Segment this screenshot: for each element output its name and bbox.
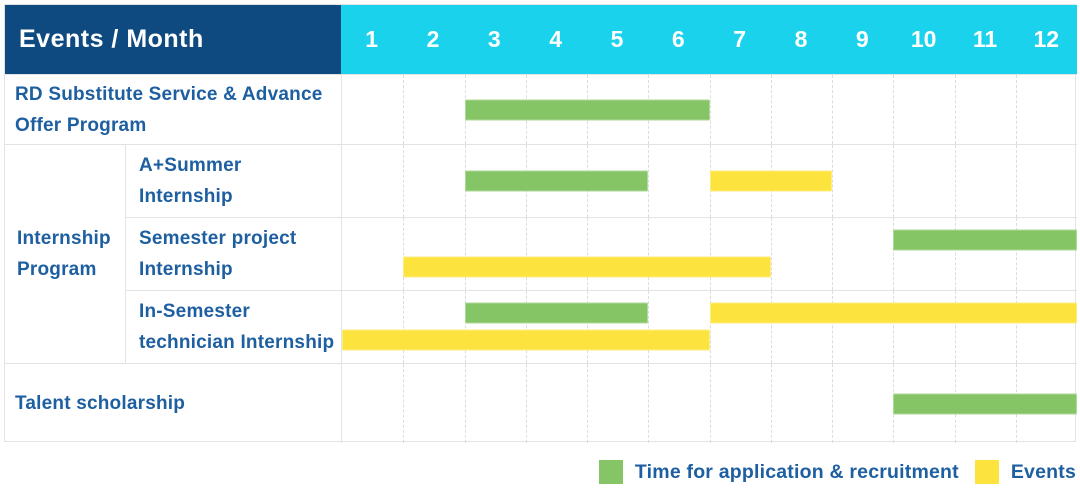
legend-label-events: Events — [1010, 460, 1076, 483]
month-gridline — [1015, 75, 1017, 144]
month-gridline — [770, 218, 772, 290]
month-header-cell: 7 — [733, 26, 747, 52]
month-gridline — [464, 291, 466, 363]
month-gridline — [832, 364, 833, 443]
month-gridline — [770, 75, 772, 144]
month-header-cell: 9 — [855, 26, 869, 52]
month-gridline — [954, 75, 956, 144]
chart-row — [341, 290, 1077, 363]
month-gridline — [832, 75, 833, 144]
month-gridline — [648, 291, 650, 363]
month-gridline — [464, 364, 466, 443]
month-header-cell: 6 — [671, 26, 685, 52]
month-gridline — [709, 364, 711, 443]
month-gridline — [525, 364, 527, 443]
chart-row — [341, 217, 1077, 290]
table-header-title: Events / Month — [5, 5, 341, 74]
chart-row — [341, 363, 1077, 443]
events-schedule-gantt: Events / Month 1 2 3 4 5 6 7 8 9 10 11 12 RD Substi… — [4, 4, 1077, 443]
month-gridline — [464, 218, 466, 290]
month-gridline — [648, 218, 650, 290]
row-label: Talent scholarship — [5, 363, 341, 443]
month-gridline — [1015, 218, 1017, 290]
legend-swatch-application — [598, 460, 623, 484]
month-gridline — [832, 218, 833, 290]
month-gridline — [403, 145, 405, 217]
application-bar — [893, 229, 1077, 251]
month-gridline — [648, 145, 650, 217]
row-label-text: Talent scholarship — [15, 393, 186, 414]
event-bar — [342, 329, 710, 351]
month-gridline — [954, 291, 956, 363]
event-bar — [709, 170, 832, 192]
month-gridline — [770, 364, 772, 443]
month-gridline — [893, 145, 895, 217]
sub-row-label: In-Semester technician Internship — [125, 290, 341, 363]
month-header-row: 1 2 3 4 5 6 7 8 9 10 11 12 — [341, 5, 1077, 74]
month-header-cell: 11 — [972, 26, 998, 52]
event-bar — [403, 256, 771, 278]
legend-swatch-events — [974, 460, 999, 484]
row-label-text: RD Substitute Service & Advance Offer Pr… — [15, 83, 323, 136]
month-gridline — [525, 291, 527, 363]
chart-row — [341, 74, 1077, 144]
month-gridline — [709, 291, 711, 363]
month-gridline — [893, 291, 895, 363]
chart-legend: Time for application & recruitment Event… — [598, 460, 1076, 484]
month-gridline — [648, 364, 650, 443]
chart-row — [341, 144, 1077, 217]
legend-label-application: Time for application & recruitment — [634, 460, 959, 483]
month-gridline — [893, 218, 895, 290]
month-gridline — [832, 291, 833, 363]
month-header-cell: 3 — [487, 26, 501, 52]
month-gridline — [525, 218, 527, 290]
month-header-cell: 1 — [365, 26, 379, 52]
month-gridline — [770, 291, 772, 363]
month-header-cell: 4 — [549, 26, 563, 52]
month-gridline — [954, 145, 956, 217]
month-header-cell: 2 — [426, 26, 440, 52]
sub-row-label-text: A+Summer Internship — [139, 155, 242, 207]
month-header-cell: 10 — [910, 26, 937, 52]
application-bar — [464, 99, 710, 120]
event-bar — [709, 302, 1077, 324]
application-bar — [464, 170, 649, 192]
group-label: Internship Program — [5, 144, 125, 363]
sub-row-label: Semester project Internship — [125, 217, 341, 290]
month-gridline — [832, 145, 833, 217]
month-gridline — [1015, 291, 1017, 363]
month-gridline — [403, 291, 405, 363]
month-gridline — [709, 75, 711, 144]
month-gridline — [954, 218, 956, 290]
month-gridline — [403, 75, 405, 144]
sub-row-label: A+Summer Internship — [125, 144, 341, 217]
month-header-cell: 12 — [1033, 26, 1060, 52]
group-label-text: Internship Program — [17, 228, 111, 280]
sub-row-label-text: Semester project Internship — [139, 228, 297, 280]
month-gridline — [587, 218, 588, 290]
application-bar — [893, 393, 1077, 414]
sub-row-label-text: In-Semester technician Internship — [139, 301, 335, 353]
month-gridline — [709, 218, 711, 290]
month-gridline — [403, 218, 405, 290]
month-gridline — [893, 75, 895, 144]
month-gridline — [1015, 145, 1017, 217]
month-header-cell: 8 — [794, 26, 808, 52]
month-gridline — [403, 364, 405, 443]
row-label: RD Substitute Service & Advance Offer Pr… — [5, 74, 341, 144]
application-bar — [464, 302, 649, 324]
month-header-cell: 5 — [610, 26, 624, 52]
month-gridline — [587, 364, 588, 443]
month-gridline — [587, 291, 588, 363]
